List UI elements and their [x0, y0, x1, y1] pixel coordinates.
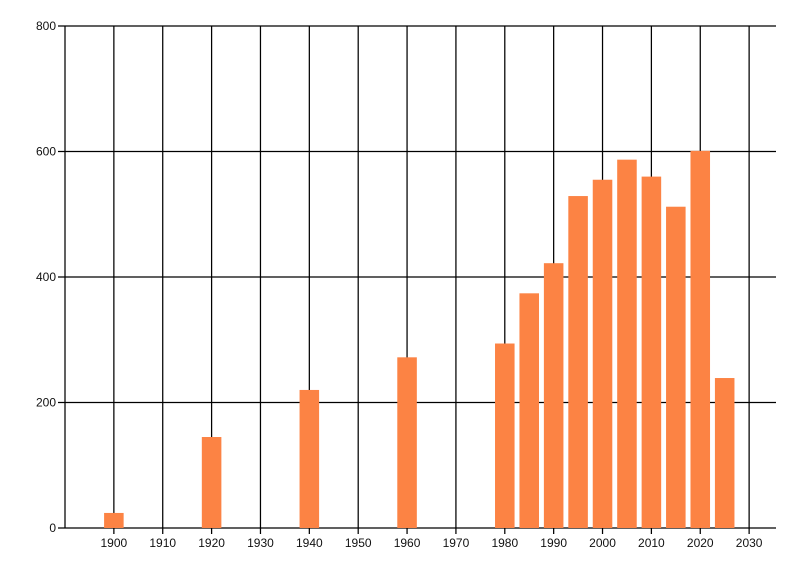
x-tick-label-1920: 1920	[198, 536, 225, 550]
x-tick-label-1900: 1900	[101, 536, 128, 550]
x-tick-label-1980: 1980	[491, 536, 518, 550]
bar-1960	[397, 357, 417, 528]
y-tick-label-600: 600	[36, 145, 56, 159]
x-tick-label-1990: 1990	[540, 536, 567, 550]
bar-2015	[666, 206, 686, 528]
x-tick-label-2000: 2000	[589, 536, 616, 550]
x-tick-label-2030: 2030	[736, 536, 763, 550]
y-tick-label-200: 200	[36, 396, 56, 410]
bar-2025	[714, 378, 735, 528]
y-tick-label-0: 0	[49, 521, 56, 535]
bar-1995	[568, 196, 588, 529]
bar-2000	[592, 179, 613, 529]
bar-1920	[201, 437, 222, 528]
x-tick-label-2020: 2020	[687, 536, 714, 550]
y-tick-label-800: 800	[36, 19, 56, 33]
bar-2020	[690, 150, 711, 528]
x-tick-label-1950: 1950	[345, 536, 372, 550]
bar-1940	[299, 389, 320, 528]
bar-1900	[104, 512, 124, 528]
bar-1985	[519, 293, 539, 528]
x-tick-label-1940: 1940	[296, 536, 323, 550]
x-tick-label-1910: 1910	[149, 536, 176, 550]
y-tick-label-400: 400	[36, 270, 56, 284]
bar-1990	[543, 263, 564, 528]
x-tick-label-2010: 2010	[638, 536, 665, 550]
x-tick-label-1930: 1930	[247, 536, 274, 550]
bar-1980	[495, 343, 515, 528]
x-tick-label-1960: 1960	[394, 536, 421, 550]
x-tick-label-1970: 1970	[443, 536, 470, 550]
bar-2005	[617, 159, 637, 528]
bar-2010	[641, 176, 662, 528]
